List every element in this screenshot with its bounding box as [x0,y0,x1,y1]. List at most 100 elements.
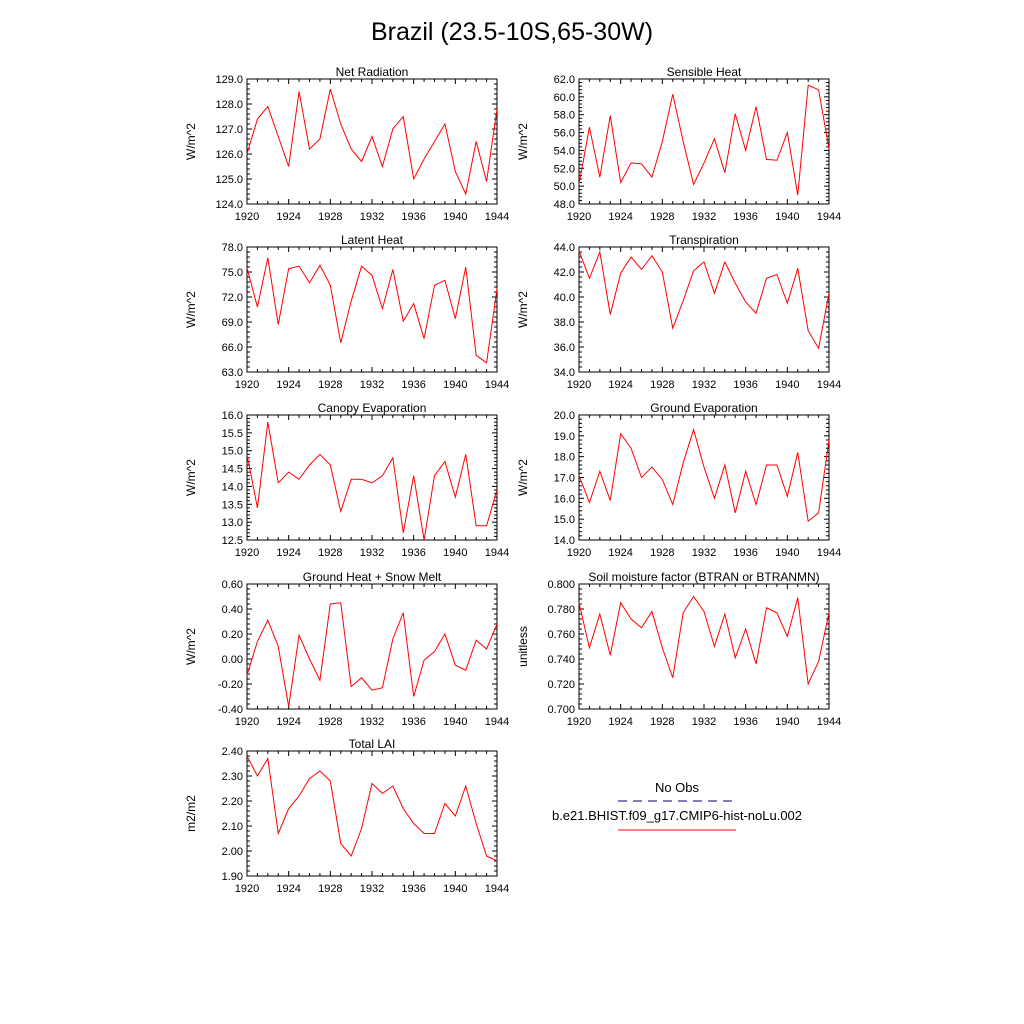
y-tick-label: 16.0 [222,410,243,422]
y-tick-label: 75.0 [222,267,243,279]
y-tick-label: 125.0 [215,174,243,186]
y-tick-label: 58.0 [554,110,575,122]
x-tick-label: 1940 [443,211,467,223]
y-tick-label: 66.0 [222,342,243,354]
y-tick-label: -0.40 [218,704,243,716]
y-tick-label: 0.20 [222,629,243,641]
panel-ground-evaporation: Ground Evaporation W/m^2 14.0 15.0 16.0 17.0 1… [516,401,841,559]
y-axis-label: W/m^2 [184,628,198,665]
x-tick-label: 1924 [608,547,632,559]
series-line [246,257,498,364]
panel-latent-heat: Latent Heat W/m^2 63.0 66.0 69.0 72.0 75.0 78.0… [184,233,509,391]
panel-transpiration: Transpiration W/m^2 34.0 36.0 38.0 40.0 42.0 44… [516,233,841,391]
y-tick-label: 78.0 [222,242,243,254]
y-tick-label: 72.0 [222,292,243,304]
panel-sensible-heat: Sensible Heat W/m^2 48.0 50.0 52.0 54.0 56.0 58… [516,65,841,223]
x-tick-label: 1920 [235,547,259,559]
x-tick-label: 1944 [485,211,509,223]
y-tick-label: 40.0 [554,292,575,304]
y-axis-label: W/m^2 [516,123,530,160]
y-tick-label: 56.0 [554,128,575,140]
y-axis-label: m2/m2 [184,795,198,832]
plot-frame [246,414,498,541]
y-tick-label: 44.0 [554,242,575,254]
x-tick-label: 1940 [443,547,467,559]
legend: No Obs b.e21.BHIST.f09_g17.CMIP6-hist-no… [552,780,802,831]
x-tick-label: 1932 [360,716,384,728]
y-tick-label: 54.0 [554,145,575,157]
y-tick-label: 0.740 [547,654,575,666]
x-tick-label: 1928 [318,716,342,728]
x-tick-label: 1924 [608,379,632,391]
x-tick-label: 1944 [817,716,841,728]
y-tick-label: 36.0 [554,342,575,354]
y-tick-label: 127.0 [215,124,243,136]
x-tick-label: 1940 [775,716,799,728]
x-tick-label: 1924 [608,211,632,223]
x-tick-label: 1936 [401,211,425,223]
x-tick-label: 1932 [360,883,384,895]
series-line [578,427,830,523]
y-tick-label: 2.30 [222,771,243,783]
y-tick-label: 128.0 [215,99,243,111]
x-tick-label: 1932 [692,211,716,223]
x-tick-label: 1944 [817,379,841,391]
y-tick-label: 1.90 [222,871,243,883]
x-tick-label: 1928 [650,379,674,391]
series-line [578,595,830,686]
x-tick-label: 1936 [733,547,757,559]
x-tick-label: 1928 [318,883,342,895]
x-tick-label: 1932 [360,379,384,391]
x-tick-label: 1932 [360,211,384,223]
y-tick-label: 0.60 [222,579,243,591]
y-tick-label: 13.5 [222,499,243,511]
x-tick-label: 1940 [443,716,467,728]
y-tick-label: 2.20 [222,796,243,808]
y-tick-label: 126.0 [215,149,243,161]
x-tick-label: 1944 [485,547,509,559]
x-tick-label: 1940 [775,211,799,223]
plot-frame [246,750,498,877]
y-tick-label: 18.0 [554,452,575,464]
x-tick-label: 1932 [692,379,716,391]
plot-frame [578,583,830,710]
y-tick-label: 129.0 [215,74,243,86]
x-tick-label: 1920 [235,883,259,895]
plot-frame [246,78,498,205]
x-tick-label: 1944 [817,547,841,559]
panel-title: Ground Evaporation [650,401,757,415]
x-tick-label: 1936 [733,211,757,223]
x-tick-label: 1920 [235,716,259,728]
panel-total-lai: Total LAI m2/m2 1.90 2.00 2.10 2.20 2.30 2.40 19… [184,737,509,895]
figure-title: Brazil (23.5-10S,65-30W) [371,18,653,46]
y-tick-label: 124.0 [215,199,243,211]
x-tick-label: 1924 [276,883,300,895]
panel-title: Soil moisture factor (BTRAN or BTRANMN) [588,570,819,584]
x-tick-label: 1936 [401,379,425,391]
y-tick-label: 60.0 [554,92,575,104]
x-tick-label: 1928 [318,547,342,559]
x-tick-label: 1928 [650,547,674,559]
y-tick-label: 16.0 [554,493,575,505]
x-tick-label: 1920 [567,211,591,223]
x-tick-label: 1928 [650,716,674,728]
x-tick-label: 1920 [235,379,259,391]
x-tick-label: 1920 [567,547,591,559]
x-tick-label: 1944 [485,883,509,895]
panel-title: Ground Heat + Snow Melt [303,570,442,584]
legend-model-label: b.e21.BHIST.f09_g17.CMIP6-hist-noLu.002 [552,808,802,823]
x-tick-label: 1924 [276,379,300,391]
y-axis-label: W/m^2 [184,123,198,160]
y-axis-label: W/m^2 [516,459,530,496]
panel-ground-heat-snow-melt: Ground Heat + Snow Melt W/m^2 -0.40 -0.20 0.… [184,570,509,728]
x-tick-label: 1928 [318,211,342,223]
y-tick-label: 63.0 [222,367,243,379]
y-tick-label: 50.0 [554,181,575,193]
x-tick-label: 1936 [401,716,425,728]
x-tick-label: 1940 [443,379,467,391]
panel-title: Canopy Evaporation [318,401,427,415]
x-tick-label: 1940 [775,379,799,391]
x-tick-label: 1944 [817,211,841,223]
y-axis-label: W/m^2 [184,459,198,496]
x-tick-label: 1924 [608,716,632,728]
